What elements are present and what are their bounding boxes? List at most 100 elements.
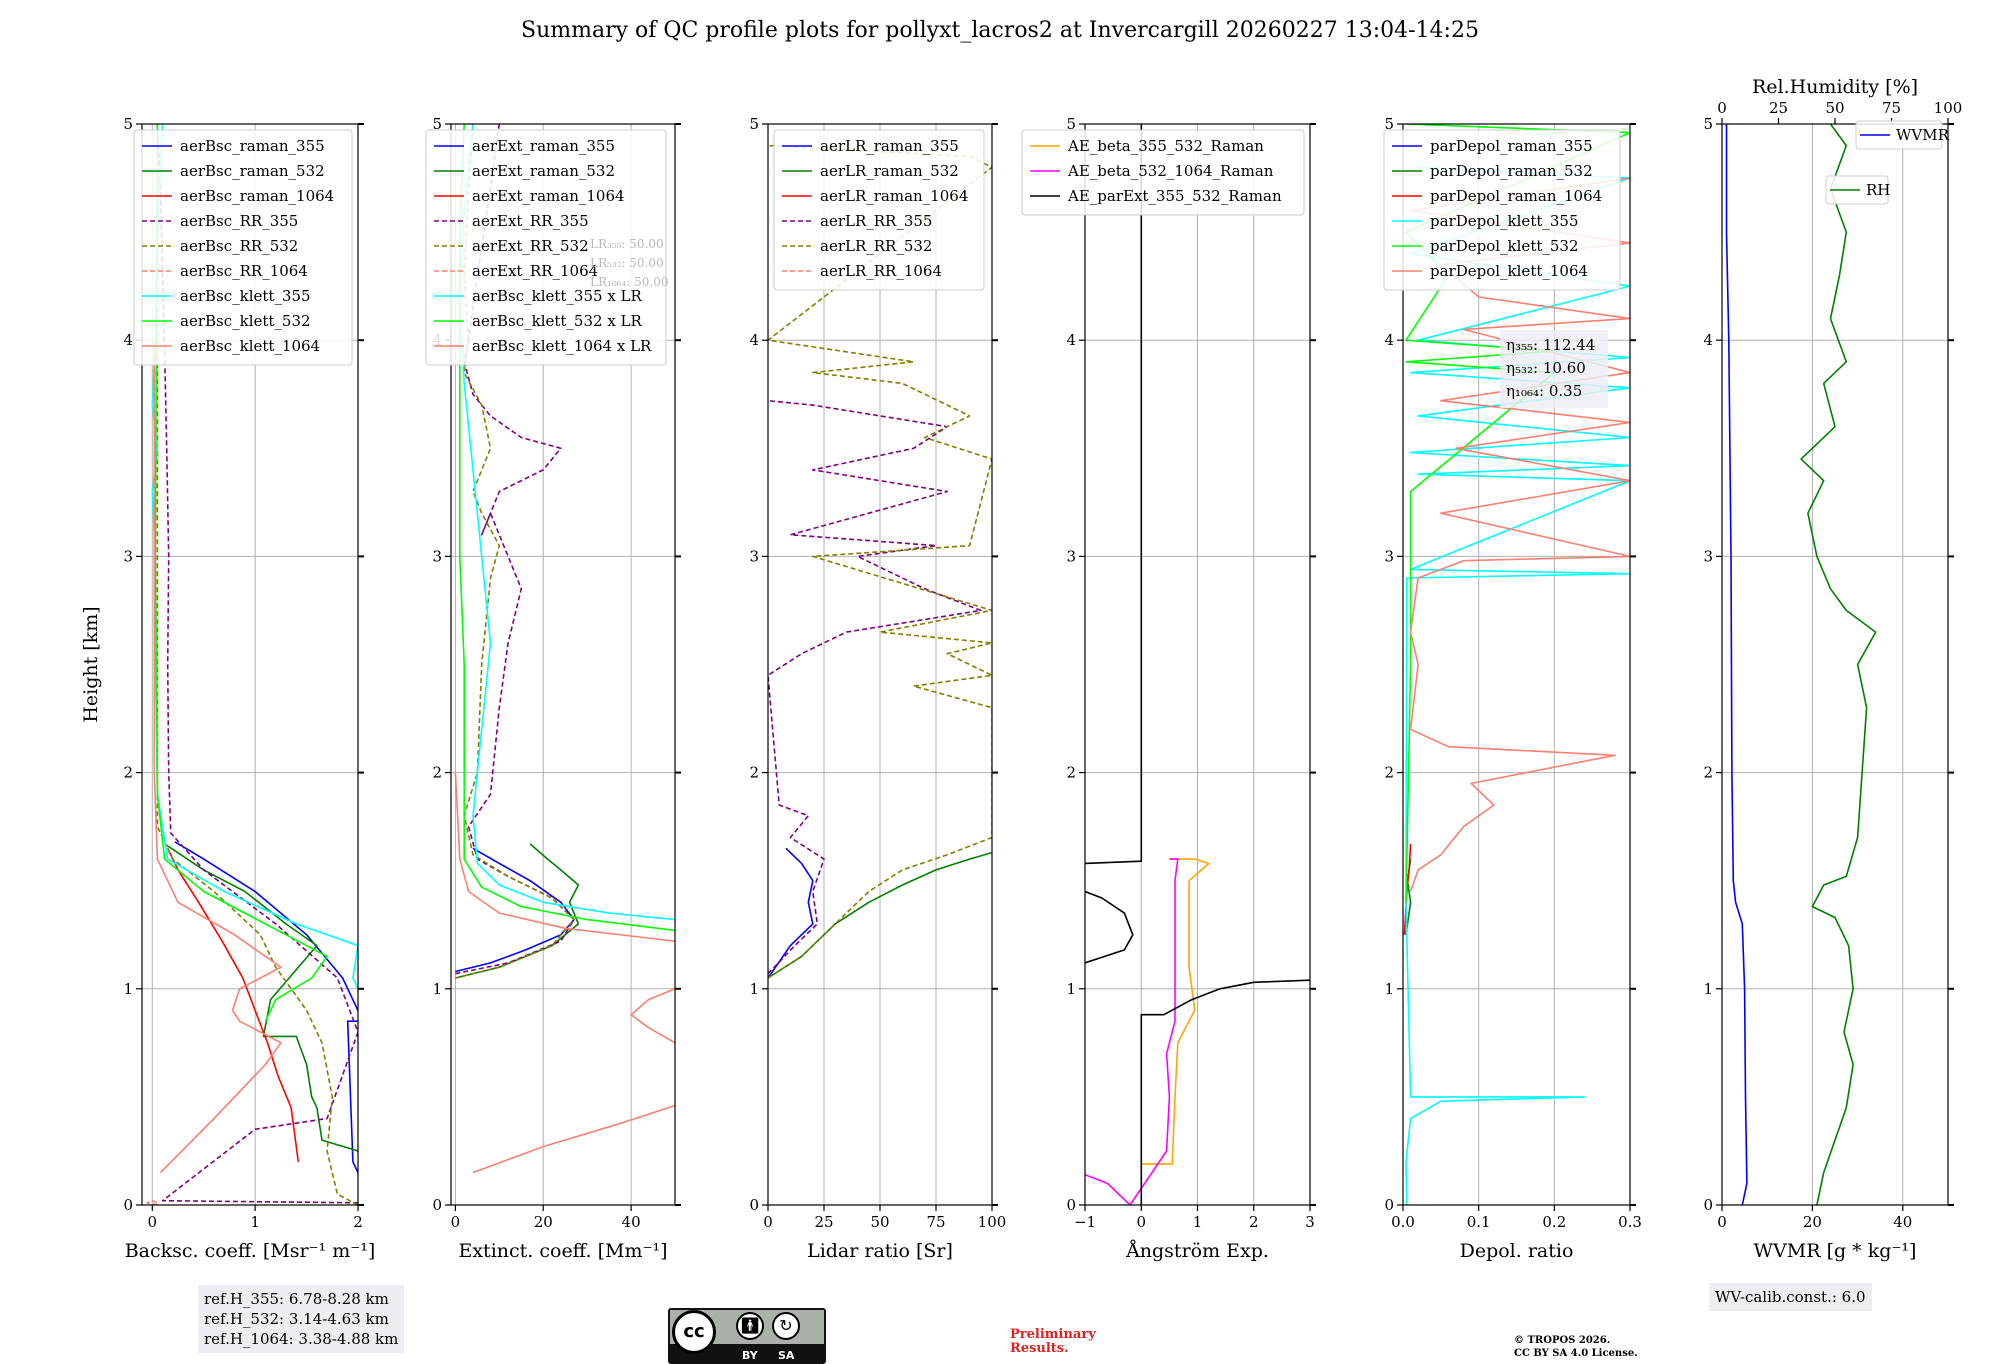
legend-frame	[1021, 129, 1305, 216]
y-tick-label: 3	[432, 547, 442, 565]
y-tick-label: 4	[1066, 331, 1076, 349]
copyright-line-1: © TROPOS 2026.	[1514, 1335, 1611, 1346]
series-line-aerBsc_klett_1064	[153, 340, 282, 1174]
legend-label: parDepol_raman_532	[1430, 162, 1593, 180]
legend-frame	[133, 129, 353, 366]
series-line-WVMR	[1725, 124, 1748, 1205]
series-line-aerLR_RR_355	[768, 399, 982, 975]
cc-license-badge: cc 🚹︎ ↻ BY SA	[668, 1308, 826, 1364]
y-tick-label: 5	[1384, 115, 1394, 133]
x-tick-label: −1	[1074, 1213, 1096, 1231]
legend-label: aerBsc_klett_532 x LR	[472, 312, 643, 330]
series-line-aerBsc_klett_532	[154, 124, 328, 1022]
y-tick-label: 3	[1703, 547, 1713, 565]
series-line-aerBsc_raman_1064	[166, 847, 300, 1162]
legend-label: aerBsc_raman_1064	[180, 187, 334, 205]
legend-label: aerBsc_RR_355	[180, 212, 298, 230]
x-tick-label: 25	[814, 1213, 833, 1231]
copyright-line-2: CC BY SA 4.0 License.	[1514, 1348, 1638, 1359]
legend-frame	[1383, 129, 1621, 291]
legend-rh: RH	[1825, 175, 1890, 205]
lidar-ratio-note: LR₅₃₂: 50.00	[590, 256, 664, 270]
series-line-aerLR_RR_532	[768, 144, 992, 979]
legend-label: RH	[1866, 181, 1890, 199]
x-tick-label: 75	[926, 1213, 945, 1231]
legend-label: aerExt_RR_1064	[472, 262, 598, 280]
x-tick-label: 40	[1893, 1213, 1912, 1231]
legend-label: AE_beta_355_532_Raman	[1067, 137, 1264, 155]
series-line-aerBsc_RR_355	[156, 124, 358, 1204]
legend-label: aerExt_RR_532	[472, 237, 589, 255]
series-line-aerLR_raman_532	[768, 851, 992, 979]
y-tick-label: 2	[123, 764, 133, 782]
y-tick-label: 5	[123, 115, 133, 133]
x2-tick-label: 75	[1882, 99, 1901, 117]
series-line-aerLR_raman_355	[768, 847, 814, 979]
legend-frame	[1855, 120, 1943, 150]
y-tick-label: 5	[1703, 115, 1713, 133]
x-tick-label: 0	[1136, 1213, 1146, 1231]
legend-extinction: aerExt_raman_355 aerExt_raman_532 aerExt_r…	[425, 129, 667, 366]
legend-backscatter: aerBsc_raman_355 aerBsc_raman_532 aerBsc_r…	[133, 129, 353, 366]
series-line-extra-4	[1085, 124, 1143, 865]
panel-extinction: 02040012345Extinct. coeff. [Mm⁻¹]aerExt_…	[425, 115, 681, 1262]
wv-calibration-box: WV-calib.const.: 6.0	[1709, 1283, 1872, 1311]
x-axis-label: WVMR [g * kg⁻¹]	[1754, 1240, 1917, 1262]
x-tick-label: 0.0	[1391, 1213, 1415, 1231]
x-axis-label: Backsc. coeff. [Msr⁻¹ m⁻¹]	[125, 1240, 376, 1262]
legend-label: aerLR_raman_355	[820, 137, 959, 155]
panel-depol: 0.0 0.1 0.2 0.3 0 1 2 3 4 5 Depol. ratio parDepol_r…	[1383, 115, 1642, 1262]
legend-depol: parDepol_raman_355 parDepol_raman_532 parD…	[1383, 129, 1621, 291]
y-tick-label: 2	[1066, 764, 1076, 782]
x-tick-label: 1	[1193, 1213, 1203, 1231]
y-tick-label: 2	[1703, 764, 1713, 782]
legend-frame	[425, 129, 667, 366]
y-tick-label: 5	[432, 115, 442, 133]
x-tick-label: 2	[353, 1213, 363, 1231]
preliminary-line-2: Results.	[1010, 1341, 1069, 1356]
legend-label: aerBsc_klett_1064 x LR	[472, 337, 652, 355]
cc-sa-label: SA	[778, 1349, 795, 1362]
x-tick-label: 0	[451, 1213, 461, 1231]
x-axis-label: Ångström Exp.	[1125, 1240, 1269, 1262]
legend-frame	[773, 129, 985, 291]
legend-label: aerBsc_klett_355	[180, 287, 311, 305]
legend-label: parDepol_klett_1064	[1430, 262, 1588, 280]
series-group	[1085, 124, 1310, 1205]
legend-label: aerBsc_RR_1064	[180, 262, 308, 280]
x-axis-label: Extinct. coeff. [Mm⁻¹]	[458, 1240, 667, 1262]
legend-label: aerBsc_raman_532	[180, 162, 325, 180]
legend-label: parDepol_klett_532	[1430, 237, 1579, 255]
x-axis-label: Lidar ratio [Sr]	[807, 1240, 953, 1262]
legend-label: aerExt_raman_355	[472, 137, 615, 155]
series-line-extra-3	[1085, 890, 1134, 964]
legend-label: parDepol_raman_355	[1430, 137, 1593, 155]
y-tick-label: 1	[1384, 980, 1394, 998]
eta-box-bg	[1500, 330, 1608, 408]
y-tick-label: 3	[123, 547, 133, 565]
y-tick-label: 4	[123, 331, 133, 349]
y-tick-label: 2	[1384, 764, 1394, 782]
x2-tick-label: 0	[1717, 99, 1727, 117]
y-tick-label: 2	[749, 764, 759, 782]
eta-value: η₃₅₅: 112.44	[1506, 336, 1595, 354]
copyright-note: © TROPOS 2026. CC BY SA 4.0 License.	[1514, 1334, 1638, 1360]
lidar-ratio-note: LR₃₅₅: 50.00	[590, 237, 664, 251]
reference-height-box: ref.H_355: 6.78-8.28 km ref.H_532: 3.14-…	[198, 1285, 405, 1353]
y-tick-label: 4	[749, 331, 759, 349]
legend-wvmr: WVMR	[1855, 120, 1950, 150]
series-line-parDepol_klett_355	[1405, 166, 1630, 1205]
x-tick-label: 50	[870, 1213, 889, 1231]
y-tick-label: 0	[432, 1196, 442, 1214]
axes-frame	[1402, 123, 1631, 1206]
legend-label: WVMR	[1896, 126, 1950, 144]
share-alike-icon: ↻	[772, 1312, 800, 1340]
legend-label: aerLR_RR_1064	[820, 262, 942, 280]
panel-wvmr: 0 20 40 0 1 2 3 4 5 WVMR [g * kg⁻¹] 0 25 50 75 100 Rel.…	[1703, 76, 1962, 1262]
series-group	[768, 144, 992, 979]
legend-label: aerLR_raman_532	[820, 162, 959, 180]
x-tick-label: 0.3	[1618, 1213, 1642, 1231]
x-axis-label: Depol. ratio	[1460, 1240, 1574, 1262]
series-line-aerBsc_raman_355	[174, 841, 358, 1173]
